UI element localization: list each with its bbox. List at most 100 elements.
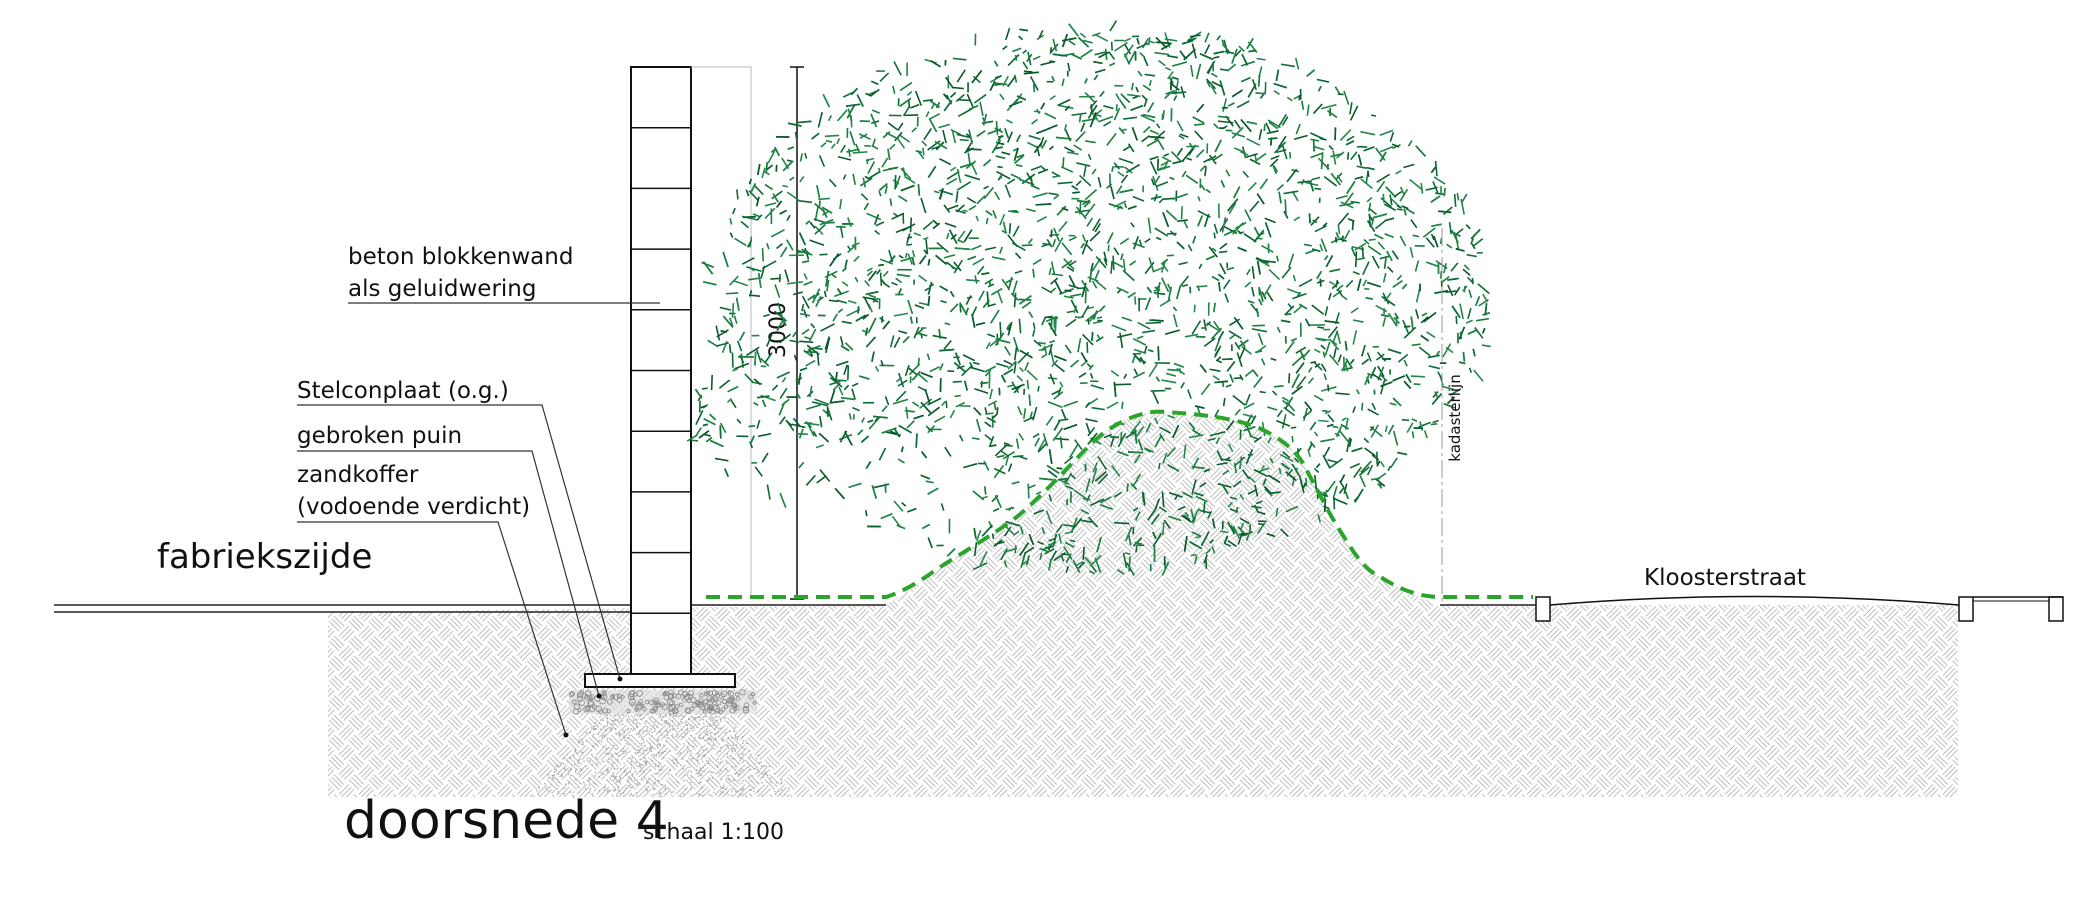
leaf-stroke: [1110, 436, 1115, 447]
leaf-stroke: [1171, 91, 1187, 95]
leaf-stroke: [809, 221, 816, 229]
leaf-stroke: [1283, 190, 1299, 195]
sand-grain: [741, 735, 744, 738]
sand-grain: [690, 776, 693, 778]
sand-grain: [677, 724, 680, 726]
sand-grain: [768, 765, 771, 768]
sand-grain: [762, 776, 765, 779]
leaf-stroke: [868, 270, 877, 282]
leaf-stroke: [730, 399, 737, 409]
leaf-stroke: [1352, 319, 1364, 323]
sand-grain: [572, 796, 575, 798]
leaf-stroke: [1013, 74, 1018, 83]
sand-grain: [780, 779, 783, 781]
sand-grain: [553, 790, 555, 792]
sand-grain: [570, 767, 572, 770]
leaf-stroke: [1209, 539, 1214, 544]
leaf-stroke: [846, 148, 860, 153]
leaf-stroke: [984, 407, 988, 414]
leaf-stroke: [1244, 368, 1254, 377]
leaf-stroke: [1183, 444, 1187, 459]
gravel-stone: [668, 708, 675, 715]
leaf-stroke: [846, 365, 850, 381]
leaf-stroke: [1064, 455, 1074, 465]
sand-grain: [600, 771, 602, 774]
leaf-stroke: [839, 198, 843, 210]
leaf-stroke: [1310, 132, 1324, 140]
sand-grain: [573, 791, 575, 793]
leaf-stroke: [1324, 320, 1340, 324]
sand-grain: [756, 782, 759, 784]
leaf-stroke: [1343, 483, 1348, 494]
sand-grain: [628, 720, 630, 723]
sand-grain: [611, 753, 614, 756]
leaf-stroke: [839, 336, 844, 346]
sand-grain: [642, 753, 645, 755]
leaf-stroke: [1439, 270, 1443, 279]
sand-grain: [706, 734, 709, 736]
leaf-stroke: [1150, 389, 1166, 392]
gravel-stone: [616, 697, 623, 703]
leaf-stroke: [955, 94, 965, 103]
sand-grain: [693, 739, 695, 742]
leaf-stroke: [1375, 304, 1388, 313]
leaf-stroke: [1226, 360, 1236, 372]
leaf-stroke: [1189, 541, 1203, 550]
leaf-stroke: [878, 447, 887, 461]
leaf-stroke: [904, 252, 908, 259]
leaf-stroke: [1036, 215, 1048, 223]
leaf-stroke: [1237, 230, 1243, 235]
sand-grain: [725, 777, 728, 780]
leaf-stroke: [956, 69, 966, 83]
leaf-stroke: [1211, 546, 1216, 554]
leaf-stroke: [1327, 414, 1335, 423]
sand-grain: [756, 768, 759, 771]
leaf-stroke: [867, 419, 874, 423]
leaf-stroke: [906, 90, 913, 96]
sand-grain: [737, 747, 739, 749]
leaf-stroke: [1023, 71, 1039, 75]
leaf-stroke: [963, 229, 973, 242]
sand-grain: [711, 731, 713, 734]
sand-grain: [570, 768, 573, 771]
sand-grain: [657, 731, 660, 733]
leaf-stroke: [865, 510, 868, 517]
sand-grain: [642, 717, 644, 719]
sand-grain: [609, 714, 611, 716]
leaf-stroke: [1106, 132, 1117, 146]
leaf-stroke: [1016, 134, 1022, 143]
leaf-stroke: [1347, 218, 1355, 222]
leaf-stroke: [1389, 197, 1401, 208]
leaf-stroke: [1122, 552, 1128, 569]
sand-grain: [599, 728, 602, 731]
leaf-stroke: [1292, 274, 1297, 282]
leaf-stroke: [1246, 37, 1254, 50]
sand-grain: [629, 786, 632, 789]
leaf-stroke: [1052, 427, 1064, 442]
leaf-stroke: [792, 291, 803, 296]
leaf-stroke: [1453, 286, 1461, 296]
sand-grain: [734, 748, 737, 751]
leaf-stroke: [889, 198, 893, 206]
sand-grain: [720, 790, 722, 793]
leaf-stroke: [1304, 318, 1311, 327]
leaf-stroke: [955, 204, 965, 213]
sand-grain: [714, 728, 717, 730]
leaf-stroke: [1004, 526, 1012, 537]
leaf-stroke: [1155, 376, 1161, 382]
leaf-stroke: [1050, 277, 1059, 285]
sand-grain: [704, 764, 706, 766]
leaf-stroke: [1152, 175, 1159, 191]
leaf-stroke: [999, 213, 1006, 226]
leaf-stroke: [935, 141, 945, 151]
leaf-stroke: [1190, 64, 1194, 77]
leaf-stroke: [1375, 353, 1385, 361]
gravel-stone: [732, 702, 738, 708]
leaf-stroke: [817, 112, 823, 128]
leaf-stroke: [983, 460, 990, 471]
leaf-stroke: [1070, 517, 1078, 533]
leaf-stroke: [1430, 166, 1437, 174]
sand-grain: [594, 783, 597, 786]
sand-grain: [618, 779, 620, 782]
leaf-stroke: [1123, 116, 1138, 120]
